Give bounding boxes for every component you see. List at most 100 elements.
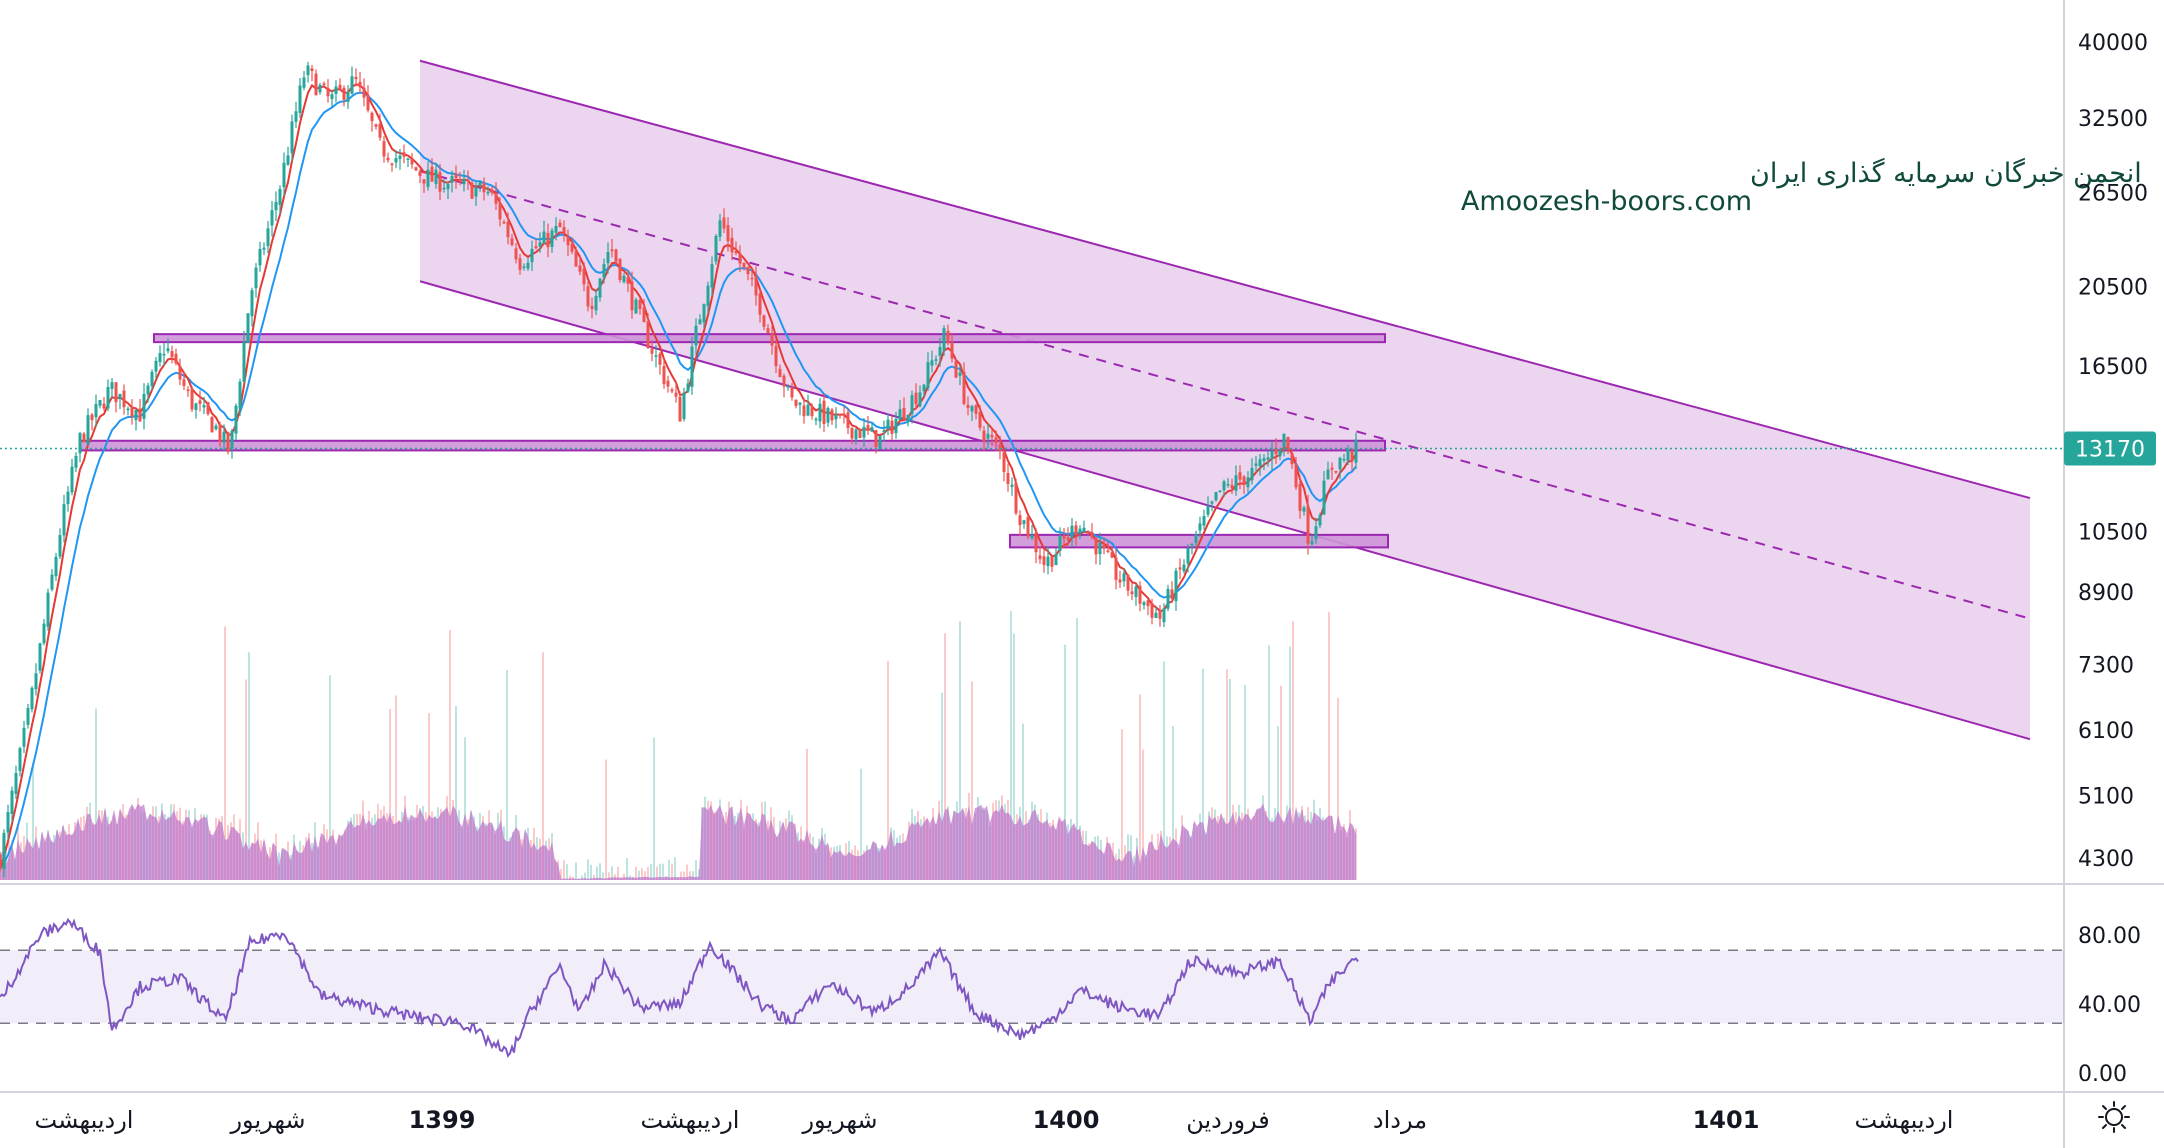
candle-body <box>1110 552 1114 558</box>
candle-body <box>1154 612 1158 618</box>
volume-histogram <box>0 610 1357 880</box>
price-tick-label: 10500 <box>2078 520 2148 545</box>
candle-body <box>838 414 842 416</box>
candle-body <box>394 158 398 163</box>
candle-body <box>1338 457 1342 470</box>
candle-body <box>878 435 882 450</box>
sun-gear-icon[interactable] <box>2098 1101 2130 1133</box>
candle-body <box>846 412 850 429</box>
channel-upper-line[interactable] <box>419 59 2031 500</box>
candle-body <box>278 188 282 205</box>
candle-body <box>274 201 278 211</box>
candle-body <box>1026 516 1030 537</box>
candle-body <box>142 393 146 419</box>
time-tick-label: مرداد <box>1373 1106 1427 1134</box>
candle-body <box>418 171 422 176</box>
candle-body <box>1182 564 1186 572</box>
price-axis[interactable]: 40000 32500 26500 20500 16500 10500 8900 7300 61… <box>2078 31 2148 872</box>
candle-body <box>226 432 230 452</box>
candle-body <box>90 414 94 421</box>
candle-body <box>1290 453 1294 465</box>
candle-body <box>1046 556 1050 567</box>
candle-body <box>670 389 674 392</box>
main-price-pane[interactable] <box>0 59 2064 880</box>
candle-body <box>598 278 602 298</box>
candle-body <box>206 402 210 415</box>
candle-body <box>742 262 746 268</box>
candle-body <box>54 556 58 577</box>
candle-body <box>78 432 82 454</box>
candle-body <box>350 76 354 94</box>
candle-body <box>990 434 994 438</box>
candle-body <box>634 299 638 314</box>
candle-body <box>1326 469 1330 480</box>
channel-lower-line[interactable] <box>419 280 2031 741</box>
candle-body <box>1266 457 1270 460</box>
candle-body <box>758 293 762 315</box>
candlestick-series[interactable] <box>0 61 1358 878</box>
candle-body <box>262 247 266 250</box>
candle-body <box>330 94 334 99</box>
candle-body <box>966 404 970 409</box>
descending-channel[interactable] <box>419 59 2031 741</box>
candle-body <box>1226 483 1230 486</box>
candle-body <box>1054 553 1058 566</box>
candle-body <box>194 403 198 410</box>
candle-body <box>166 348 170 352</box>
candle-body <box>646 321 650 349</box>
candle-body <box>642 307 646 323</box>
candle-body <box>1262 458 1266 461</box>
candle-body <box>1002 452 1006 472</box>
candle-body <box>1082 527 1086 533</box>
candle-body <box>618 259 622 280</box>
candle-body <box>334 86 338 94</box>
candle-body <box>146 385 150 395</box>
candle-body <box>30 687 34 710</box>
candle-body <box>482 183 486 193</box>
candle-body <box>94 404 98 418</box>
candle-body <box>994 437 998 443</box>
time-tick-label: 1400 <box>1033 1106 1100 1134</box>
candle-body <box>1146 600 1150 607</box>
zone-rect-1[interactable] <box>153 333 1386 344</box>
candle-body <box>1230 484 1234 489</box>
candle-body <box>770 333 774 346</box>
candle-body <box>486 191 490 194</box>
candle-body <box>954 361 958 378</box>
candle-body <box>1178 567 1182 570</box>
candle-body <box>694 325 698 346</box>
time-tick-label: شهریور <box>229 1106 305 1134</box>
candle-body <box>766 328 770 334</box>
candle-body <box>662 365 666 385</box>
candle-body <box>858 429 862 438</box>
candle-body <box>1106 550 1110 552</box>
candle-body <box>1274 448 1278 455</box>
candle-body <box>86 415 90 445</box>
time-axis[interactable]: اردیبهشت شهریور 1399 اردیبهشت شهریور 1400 فرور… <box>35 1106 1954 1134</box>
candle-body <box>1334 471 1338 473</box>
candle-body <box>834 414 838 420</box>
candle-body <box>314 73 318 96</box>
rsi-tick-label: 40.00 <box>2078 993 2141 1018</box>
candle-body <box>290 121 294 154</box>
ema-slow-line <box>0 91 1357 870</box>
candle-body <box>982 430 986 442</box>
candle-body <box>426 169 430 187</box>
candle-body <box>702 304 706 323</box>
time-tick-label: 1401 <box>1693 1106 1760 1134</box>
channel-median-line[interactable] <box>419 170 2031 620</box>
rsi-axis[interactable]: 80.00 40.00 0.00 <box>2078 924 2141 1087</box>
candle-body <box>902 407 906 420</box>
candle-body <box>986 433 990 439</box>
candle-body <box>654 355 658 357</box>
candle-body <box>1202 515 1206 526</box>
candle-body <box>102 403 106 409</box>
rsi-pane[interactable] <box>0 917 2064 1058</box>
price-tick-label: 16500 <box>2078 355 2148 380</box>
candle-body <box>1006 472 1010 484</box>
candle-body <box>1062 535 1066 539</box>
candle-body <box>1090 532 1094 538</box>
candle-body <box>306 65 310 76</box>
candle-body <box>1318 515 1322 526</box>
